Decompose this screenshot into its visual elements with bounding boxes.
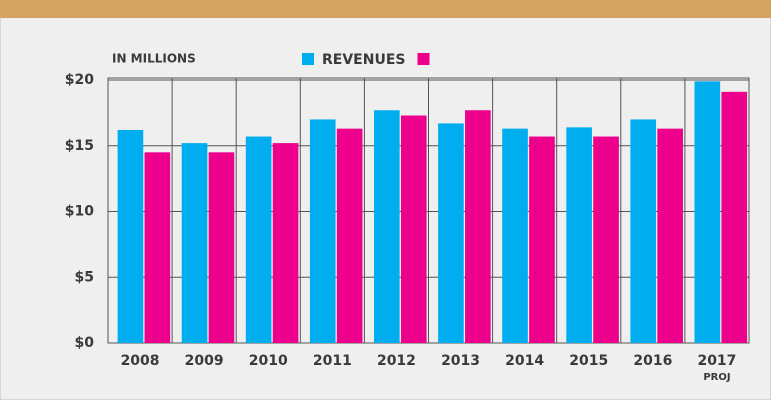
bar (400, 115, 427, 343)
bar (336, 128, 363, 343)
bar (374, 110, 400, 344)
bar (438, 123, 464, 344)
bar (657, 128, 683, 343)
bar (529, 136, 555, 343)
bar (566, 127, 592, 343)
y-tick-label: $10 (65, 204, 94, 220)
x-tick-label: 2010 (249, 353, 288, 369)
legend-swatch (417, 53, 430, 65)
y-tick-label: $0 (75, 335, 95, 351)
y-tick-label: $5 (75, 269, 94, 285)
bar (502, 128, 528, 343)
legend-swatch (302, 53, 314, 65)
y-tick-label: $20 (65, 72, 94, 88)
bar (630, 119, 657, 343)
plot-border (107, 77, 750, 344)
bar (465, 110, 491, 344)
x-tick-label: 2016 (633, 353, 672, 369)
x-tick-label: 2009 (185, 353, 224, 369)
legend-label: REVENUES (322, 52, 405, 68)
bar (117, 129, 144, 343)
bar (208, 152, 235, 343)
y-tick-label: $15 (65, 138, 94, 154)
bar (593, 136, 619, 343)
bar (721, 91, 748, 344)
x-tick-label: 2011 (313, 353, 352, 369)
x-tick-label: 2012 (377, 353, 416, 369)
bar (245, 136, 272, 343)
projection-label: PROJ (703, 372, 730, 383)
banner (0, 0, 771, 18)
bar (694, 81, 721, 343)
x-tick-label: 2013 (441, 353, 480, 369)
axis-note: IN MILLIONS (112, 52, 196, 66)
bar (272, 143, 299, 343)
bar (181, 143, 208, 343)
x-tick-label: 2014 (505, 353, 544, 369)
x-tick-label: 2008 (121, 353, 160, 369)
x-tick-label: 2017 (697, 353, 736, 369)
x-tick-label: 2015 (569, 353, 608, 369)
bar (309, 119, 336, 343)
bar (144, 152, 171, 343)
